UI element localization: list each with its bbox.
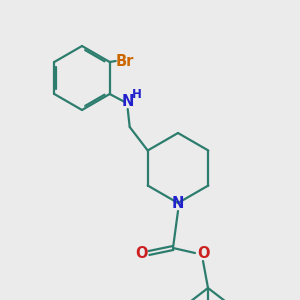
Text: N: N	[172, 196, 184, 211]
Text: N: N	[122, 94, 134, 110]
Text: H: H	[132, 88, 142, 101]
Text: O: O	[197, 245, 209, 260]
Text: Br: Br	[116, 53, 134, 68]
Text: O: O	[135, 245, 147, 260]
